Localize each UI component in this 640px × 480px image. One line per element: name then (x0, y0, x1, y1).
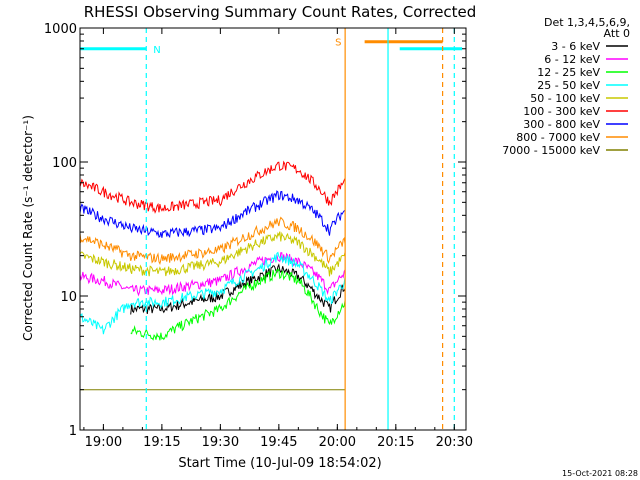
x-tick-label: 19:00 (85, 435, 122, 450)
legend-header: Att 0 (604, 27, 630, 40)
legend-label: 12 - 25 keV (537, 66, 600, 79)
series-line (79, 160, 346, 214)
legend-label: 6 - 12 keV (544, 53, 600, 66)
x-tick-label: 20:00 (319, 435, 356, 450)
x-tick-label: 20:15 (377, 435, 414, 450)
legend-label: 7000 - 15000 keV (502, 144, 600, 157)
axes: 19:00 19:15 19:30 19:45 20:00 20:15 20:30 1 10 10… (44, 22, 473, 450)
y-axis-label: Corrected Count Rate (s⁻¹ detector⁻¹) (21, 115, 35, 341)
x-tick-label: 19:15 (143, 435, 180, 450)
legend-label: 3 - 6 keV (551, 40, 600, 53)
legend-label: 300 - 800 keV (523, 118, 600, 131)
legend-header: Det 1,3,4,5,6,9, (544, 16, 630, 29)
legend-label: 25 - 50 keV (537, 79, 600, 92)
x-tick-label: 19:30 (202, 435, 239, 450)
x-tick-label: 19:45 (260, 435, 297, 450)
legend-label: 50 - 100 keV (530, 92, 600, 105)
annotation-label: S (335, 38, 341, 49)
chart-title: RHESSI Observing Summary Count Rates, Co… (84, 3, 477, 21)
legend-label: 800 - 7000 keV (516, 131, 600, 144)
x-axis-label: Start Time (10-Jul-09 18:54:02) (178, 456, 381, 471)
y-tick-label: 1000 (44, 22, 77, 37)
series-line (79, 251, 346, 335)
legend-label: 100 - 300 keV (523, 105, 600, 118)
y-tick-label: 1 (69, 424, 77, 439)
series-line (79, 231, 346, 277)
series-line (79, 216, 346, 265)
y-tick-label: 10 (60, 290, 77, 305)
series-line (130, 268, 346, 341)
series-line (79, 190, 346, 239)
x-tick-label: 20:30 (436, 435, 473, 450)
timestamp: 15-Oct-2021 08:28 (562, 469, 638, 478)
annotation-label: N (153, 45, 160, 56)
plot-frame (79, 27, 467, 431)
plot-area: NS (79, 28, 463, 430)
y-tick-label: 100 (52, 156, 77, 171)
